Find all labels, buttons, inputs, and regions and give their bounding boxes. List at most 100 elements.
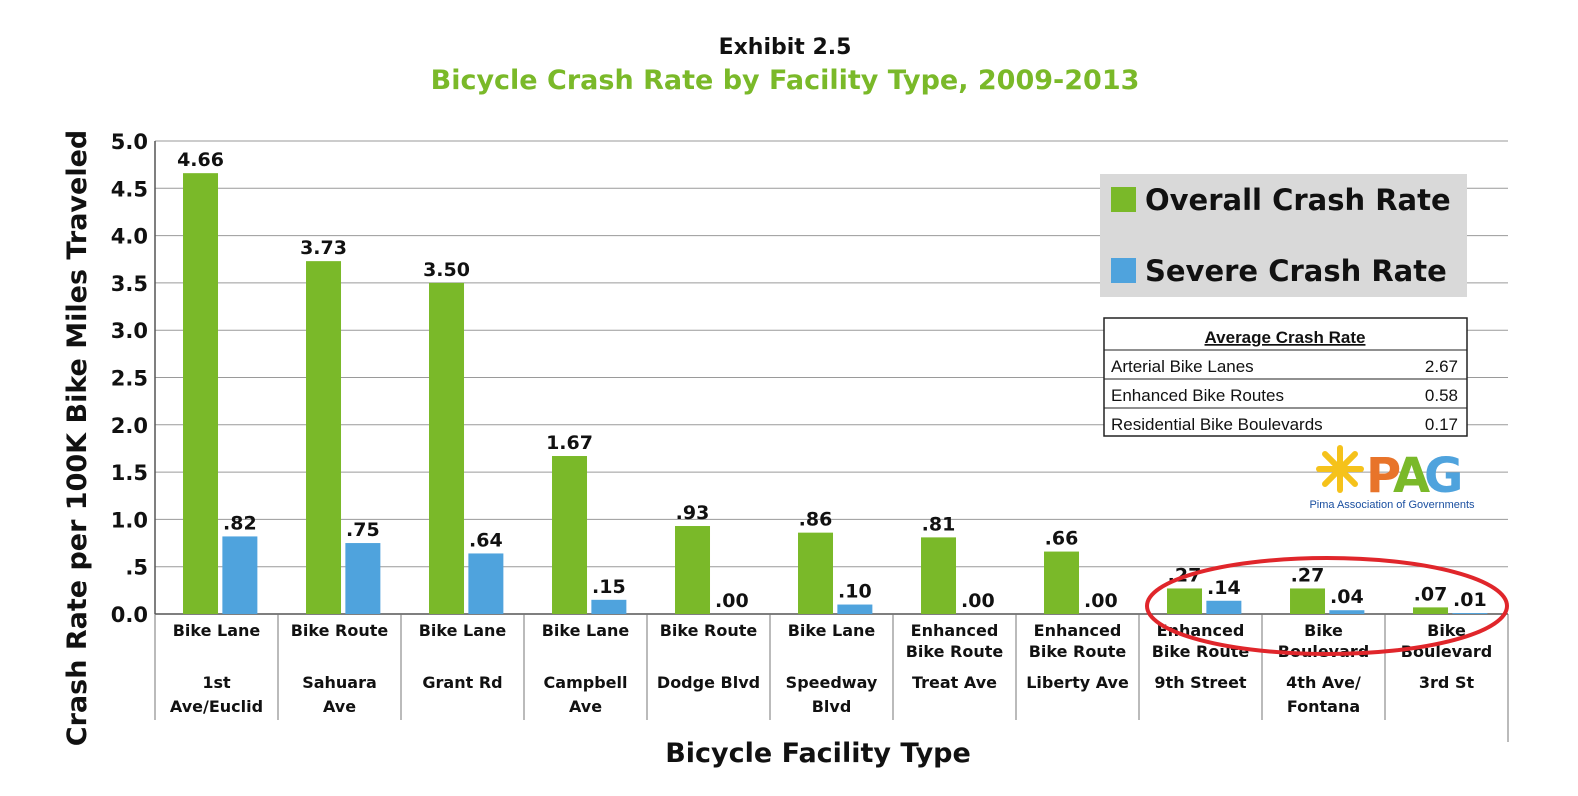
y-tick-label: 3.5: [111, 272, 148, 296]
category-type-label: Bike Route: [906, 642, 1004, 661]
category-location-label: Ave/Euclid: [170, 697, 263, 716]
y-tick-label: 0.0: [111, 603, 148, 627]
pag-logo: P A G Pima Association of Governments: [1309, 445, 1475, 511]
overall-data-label: .93: [676, 502, 710, 524]
average-row-label: Enhanced Bike Routes: [1111, 386, 1284, 405]
category-location-label: Ave: [323, 697, 356, 716]
legend-background: [1100, 174, 1467, 297]
severe-crash-rate-bar: [1329, 610, 1365, 614]
logo-mark-a: A: [1393, 448, 1430, 504]
average-crash-rate-table: Average Crash Rate Arterial Bike Lanes 2…: [1103, 317, 1468, 437]
y-tick-label: 2.0: [111, 414, 148, 438]
category-type-label: Bike Lane: [788, 621, 876, 640]
average-row-value: 0.58: [1425, 386, 1458, 405]
category-type-label: Enhanced: [1034, 621, 1122, 640]
average-row-value: 2.67: [1425, 357, 1458, 376]
category-type-label: Boulevard: [1401, 642, 1492, 661]
exhibit-label: Exhibit 2.5: [719, 35, 852, 60]
severe-crash-rate-bar: [222, 536, 258, 614]
average-table-title: Average Crash Rate: [1205, 328, 1366, 347]
y-tick-label: .5: [125, 556, 148, 580]
severe-data-label: .82: [223, 512, 257, 534]
overall-crash-rate-bar: [921, 537, 957, 614]
overall-data-label: .66: [1045, 528, 1079, 550]
overall-data-label: .07: [1414, 583, 1448, 605]
overall-data-label: .27: [1291, 564, 1325, 586]
severe-data-label: .15: [592, 576, 626, 598]
category-location-label: 3rd St: [1419, 673, 1475, 692]
y-tick-label: 4.0: [111, 225, 148, 249]
category-type-label: Bike Route: [660, 621, 758, 640]
category-type-label: Bike Lane: [419, 621, 507, 640]
category-type-label: Bike Route: [1152, 642, 1250, 661]
category-labels: Bike Lane 1st Ave/Euclid Bike Route Sahuara A…: [170, 621, 1492, 716]
severe-data-label: .75: [346, 519, 380, 541]
category-type-label: Bike: [1427, 621, 1466, 640]
severe-crash-rate-bar: [1206, 600, 1242, 614]
legend-label-severe: Severe Crash Rate: [1145, 254, 1447, 288]
category-location-label: Dodge Blvd: [657, 673, 760, 692]
category-type-label: Bike Lane: [173, 621, 261, 640]
category-location-label: Liberty Ave: [1026, 673, 1129, 692]
logo-mark-p: P: [1366, 448, 1401, 504]
data-labels: 4.663.733.501.67.93.86.81.66.27.27.07.82…: [177, 149, 1487, 612]
severe-data-label: .00: [1084, 590, 1118, 612]
category-location-label: 9th Street: [1154, 673, 1247, 692]
category-location-label: Sahuara: [302, 673, 377, 692]
severe-data-label: .64: [469, 529, 503, 551]
overall-data-label: 3.50: [423, 259, 470, 281]
category-type-label: Bike Lane: [542, 621, 630, 640]
y-axis-title: Crash Rate per 100K Bike Miles Traveled: [62, 130, 93, 746]
category-location-label: Campbell: [544, 673, 628, 692]
logo-mark-g: G: [1424, 448, 1463, 504]
overall-crash-rate-bar: [183, 173, 219, 614]
category-location-label: 1st: [202, 673, 231, 692]
y-tick-label: 2.5: [111, 367, 148, 391]
legend-swatch-overall: [1111, 187, 1136, 212]
highlight-circle: [1145, 556, 1509, 656]
bars: [183, 173, 1488, 614]
y-axis-ticks: 0.0 .5 1.0 1.5 2.0 2.5 3.0 3.5 4.0 4.5 5.0: [111, 130, 148, 627]
overall-crash-rate-bar: [798, 532, 834, 614]
average-row-value: 0.17: [1425, 415, 1458, 434]
category-type-label: Bike Route: [291, 621, 389, 640]
overall-crash-rate-bar: [1044, 551, 1080, 614]
y-tick-label: 1.0: [111, 508, 148, 532]
overall-crash-rate-bar: [552, 456, 588, 614]
severe-data-label: .14: [1207, 577, 1241, 599]
overall-data-label: 3.73: [300, 237, 347, 259]
overall-data-label: 1.67: [546, 432, 593, 454]
overall-data-label: 4.66: [177, 149, 224, 171]
average-row-label: Residential Bike Boulevards: [1111, 415, 1323, 434]
logo-org-name: Pima Association of Governments: [1309, 499, 1475, 511]
sun-icon: [1316, 445, 1364, 493]
overall-crash-rate-bar: [429, 282, 465, 614]
severe-data-label: .00: [715, 590, 749, 612]
legend-swatch-severe: [1111, 258, 1136, 283]
severe-crash-rate-bar: [837, 604, 873, 614]
x-axis-title: Bicycle Facility Type: [665, 738, 971, 769]
severe-data-label: .00: [961, 590, 995, 612]
y-tick-label: 4.5: [111, 177, 148, 201]
category-location-label: Grant Rd: [422, 673, 502, 692]
category-location-label: Blvd: [812, 697, 852, 716]
overall-crash-rate-bar: [1290, 588, 1326, 614]
category-location-label: Speedway: [786, 673, 878, 692]
y-tick-label: 1.5: [111, 461, 148, 485]
severe-crash-rate-bar: [345, 543, 381, 614]
legend: Overall Crash Rate Severe Crash Rate: [1100, 174, 1467, 297]
overall-data-label: .81: [922, 513, 956, 535]
severe-crash-rate-bar: [468, 553, 504, 614]
average-row-label: Arterial Bike Lanes: [1111, 357, 1254, 376]
category-location-label: Ave: [569, 697, 602, 716]
y-tick-label: 5.0: [111, 130, 148, 154]
category-location-label: Treat Ave: [912, 673, 997, 692]
legend-label-overall: Overall Crash Rate: [1145, 183, 1451, 217]
category-location-label: Fontana: [1287, 697, 1360, 716]
category-type-label: Bike: [1304, 621, 1343, 640]
severe-data-label: .04: [1330, 586, 1364, 608]
severe-data-label: .01: [1453, 589, 1487, 611]
category-type-label: Boulevard: [1278, 642, 1369, 661]
overall-crash-rate-bar: [675, 526, 711, 614]
